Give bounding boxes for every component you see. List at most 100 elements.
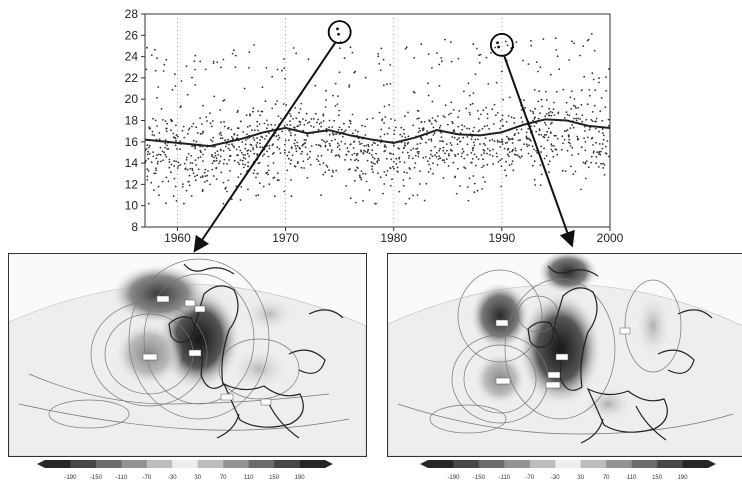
scatter-point <box>416 109 419 112</box>
scatter-point <box>371 117 374 120</box>
scatter-point <box>349 158 352 161</box>
scatter-point <box>183 202 185 205</box>
scatter-point <box>417 150 420 153</box>
scatter-point <box>299 123 302 126</box>
scatter-point <box>499 120 502 122</box>
scatter-point <box>303 139 306 141</box>
scatter-point <box>419 129 422 132</box>
scatter-point <box>565 101 568 104</box>
scatter-point <box>471 149 474 152</box>
scatter-point <box>553 114 556 116</box>
right-colorbar: -190 -150 -110 -70 -30 30 70 110 150 190 <box>420 460 716 481</box>
scatter-point <box>324 171 327 174</box>
scatter-point <box>333 133 335 136</box>
scatter-point <box>267 124 269 126</box>
colorbar-label: -110 <box>499 475 511 481</box>
scatter-point <box>164 120 167 123</box>
scatter-point <box>470 161 472 164</box>
scatter-point <box>523 99 525 101</box>
scatter-point <box>476 47 478 50</box>
scatter-point <box>417 155 420 158</box>
scatter-point <box>427 94 430 97</box>
scatter-point <box>542 135 545 138</box>
scatter-point <box>412 147 415 150</box>
scatter-point <box>449 112 452 115</box>
scatter-point <box>240 151 243 154</box>
colorbar-label: -110 <box>116 475 128 481</box>
scatter-point <box>324 106 327 108</box>
scatter-point <box>145 159 147 162</box>
scatter-point <box>207 170 209 172</box>
scatter-point <box>481 188 483 190</box>
scatter-point <box>271 107 274 110</box>
scatter-point <box>383 150 386 153</box>
scatter-point <box>175 134 178 137</box>
scatter-point <box>263 122 266 125</box>
scatter-point <box>488 139 491 142</box>
scatter-point <box>466 136 469 138</box>
scatter-point <box>197 168 200 171</box>
scatter-point <box>604 145 607 148</box>
scatter-point <box>209 112 211 115</box>
scatter-point <box>435 152 438 154</box>
scatter-point <box>359 143 361 146</box>
scatter-point <box>304 146 307 149</box>
scatter-point <box>518 155 520 158</box>
scatter-point <box>575 113 578 116</box>
scatter-point <box>338 148 341 151</box>
scatter-point <box>172 195 175 198</box>
scatter-point <box>499 146 502 148</box>
scatter-point <box>432 172 434 175</box>
scatter-point <box>374 163 376 165</box>
scatter-point <box>179 148 181 151</box>
scatter-point <box>454 175 457 178</box>
scatter-point <box>440 131 443 134</box>
scatter-point <box>525 135 528 138</box>
scatter-point <box>290 146 293 149</box>
scatter-point <box>508 164 511 167</box>
scatter-point <box>587 136 589 139</box>
scatter-point <box>235 148 238 151</box>
scatter-point <box>493 140 496 143</box>
scatter-point <box>477 130 480 133</box>
scatter-point <box>211 125 213 128</box>
scatter-point <box>186 156 188 159</box>
scatter-point <box>550 73 552 76</box>
scatter-point <box>572 173 575 176</box>
scatter-point <box>479 143 481 145</box>
scatter-point <box>393 144 395 147</box>
scatter-point <box>416 151 419 153</box>
scatter-point <box>477 138 479 141</box>
scatter-point <box>533 160 536 163</box>
scatter-point <box>275 135 278 138</box>
scatter-point <box>344 143 346 145</box>
scatter-point <box>157 153 160 156</box>
scatter-point <box>489 149 491 152</box>
scatter-point <box>188 127 191 130</box>
scatter-point <box>156 125 159 127</box>
scatter-point <box>245 114 248 117</box>
scatter-point <box>352 147 355 149</box>
scatter-point <box>187 153 190 155</box>
scatter-point <box>479 53 482 56</box>
colorbar-segment <box>248 460 275 468</box>
scatter-point <box>353 152 356 155</box>
scatter-point <box>215 166 218 169</box>
scatter-point <box>159 146 162 149</box>
scatter-point <box>579 118 581 120</box>
y-tick-label: 12 <box>125 177 139 191</box>
colorbar-end <box>325 460 333 468</box>
y-tick-label: 10 <box>125 199 139 213</box>
scatter-point <box>550 132 552 135</box>
scatter-point <box>504 142 507 144</box>
scatter-point <box>328 142 331 145</box>
scatter-point <box>317 160 320 163</box>
scatter-point <box>161 150 164 153</box>
scatter-point <box>197 156 200 159</box>
scatter-point <box>431 67 433 69</box>
scatter-point <box>520 116 523 119</box>
scatter-point <box>363 144 366 147</box>
scatter-point <box>353 71 356 74</box>
scatter-point <box>278 136 281 139</box>
scatter-point <box>320 121 323 124</box>
